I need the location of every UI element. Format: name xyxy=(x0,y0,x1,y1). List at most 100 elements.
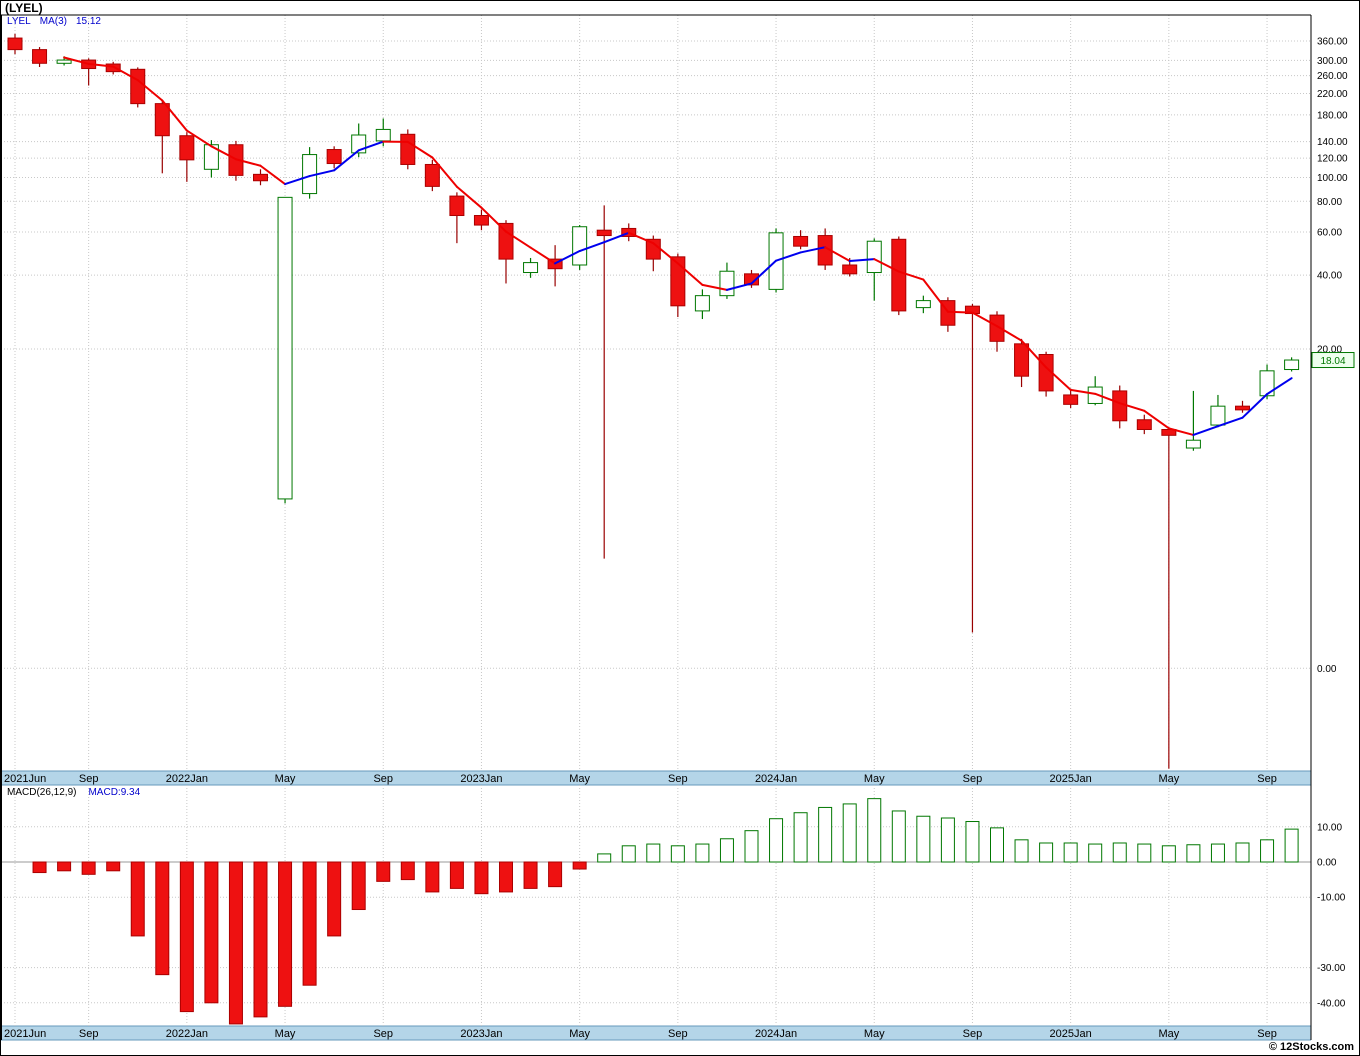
macd-bar xyxy=(940,817,955,863)
ma3-segment xyxy=(1069,388,1097,395)
ma3-segment xyxy=(676,262,704,286)
macd-bar xyxy=(1137,843,1152,863)
ma3-segment xyxy=(1167,427,1195,436)
macd-current-value: MACD:9.34 xyxy=(88,787,141,798)
date-axis-label: May xyxy=(569,1028,590,1040)
date-axis-label: Sep xyxy=(668,1028,688,1040)
candle-body xyxy=(326,149,342,165)
date-axis-label: Sep xyxy=(373,1028,393,1040)
ma3-segment xyxy=(1143,409,1170,430)
macd-bar xyxy=(1063,842,1078,863)
macd-params-label: MACD(26,12,9) xyxy=(7,787,77,798)
macd-bar xyxy=(793,812,808,863)
ma3-segment xyxy=(161,99,188,132)
candle-body xyxy=(1063,394,1079,405)
ma3-segment xyxy=(578,241,606,253)
macd-bar xyxy=(1112,842,1127,863)
macd-bar xyxy=(499,861,513,893)
ma3-segment xyxy=(406,140,434,159)
date-axis-label: May xyxy=(864,773,885,785)
candle-body xyxy=(1087,386,1103,404)
macd-axis-label: -10.00 xyxy=(1317,893,1346,904)
ma3-segment xyxy=(1118,402,1146,412)
macd-bar xyxy=(253,861,268,1018)
ma3-segment xyxy=(922,278,949,313)
candle-body xyxy=(1210,405,1226,426)
date-axis-label: May xyxy=(275,1028,296,1040)
ma3-segment xyxy=(505,230,532,249)
date-axis-label: 2025Jan xyxy=(1050,773,1092,785)
candle-body xyxy=(154,103,170,137)
legend-ma-value: 15.12 xyxy=(75,16,101,27)
axis-bands xyxy=(1,770,1311,1041)
ma3-segment xyxy=(210,145,237,161)
ma3-segment xyxy=(259,164,287,186)
date-axis-label: 2021Jun xyxy=(4,1028,46,1040)
macd-bar xyxy=(130,861,145,937)
price-axis-label: 180.00 xyxy=(1317,110,1348,121)
candle-body xyxy=(1235,405,1250,411)
price-axis-label: 360.00 xyxy=(1317,36,1348,47)
date-axis-label: 2022Jan xyxy=(166,1028,208,1040)
candle-body xyxy=(7,37,23,51)
macd-bar xyxy=(400,861,415,881)
macd-bar xyxy=(327,861,342,937)
candle-body xyxy=(424,163,440,187)
price-axis-label: 140.00 xyxy=(1317,137,1348,148)
candle-body xyxy=(842,264,858,275)
candle-body xyxy=(1284,359,1300,371)
candle-body xyxy=(866,240,882,274)
chart-title: (LYEL) xyxy=(5,1,43,15)
macd-bar xyxy=(474,861,489,895)
candle-body xyxy=(375,128,391,142)
date-axis-label: Sep xyxy=(79,773,99,785)
date-axis-label: Sep xyxy=(963,773,983,785)
ma3-segment xyxy=(455,185,483,209)
date-axis-label: 2023Jan xyxy=(460,773,502,785)
price-axis-label: 60.00 xyxy=(1317,227,1342,238)
price-axis-label: 40.00 xyxy=(1317,271,1342,282)
gridlines xyxy=(1,15,1311,1026)
macd-bar xyxy=(769,818,784,863)
date-axis-label: Sep xyxy=(1257,1028,1277,1040)
ma3-segment xyxy=(1045,366,1072,391)
candle-body xyxy=(1259,370,1275,397)
ma3-segment xyxy=(1020,339,1048,369)
legend-symbol: LYEL xyxy=(7,16,31,27)
macd-bar xyxy=(523,861,538,889)
plot-borders xyxy=(1,14,1312,1040)
date-axis-label: Sep xyxy=(963,1028,983,1040)
macd-axis-label: 0.00 xyxy=(1317,858,1337,869)
macd-bar xyxy=(867,798,882,863)
ma3-segment xyxy=(971,311,998,328)
macd-bar xyxy=(916,815,931,863)
candle-body xyxy=(203,144,219,170)
macd-bar xyxy=(597,853,612,863)
ma3-segment xyxy=(603,231,630,244)
date-axis-label: Sep xyxy=(1257,773,1277,785)
macd-bar xyxy=(670,845,685,863)
price-axis-label: 120.00 xyxy=(1317,154,1348,165)
macd-bar xyxy=(572,861,587,870)
ma3-segment xyxy=(87,62,115,68)
macd-bar xyxy=(32,861,47,874)
ma3-segment xyxy=(824,246,851,263)
macd-bar xyxy=(621,845,636,863)
candle-body xyxy=(793,235,809,247)
ma3-line xyxy=(63,56,1293,436)
macd-bar xyxy=(965,821,980,863)
candle-body xyxy=(449,195,465,217)
macd-axis-label: -30.00 xyxy=(1317,963,1346,974)
ma3-segment xyxy=(897,270,925,281)
price-axis-label: 20.00 xyxy=(1317,345,1342,356)
candle-body xyxy=(1136,419,1152,430)
ma3-segment xyxy=(431,156,458,188)
ma3-segment xyxy=(750,259,778,285)
macd-bar xyxy=(1186,844,1201,863)
ma3-segment xyxy=(1266,377,1293,396)
date-band xyxy=(1,771,1311,785)
date-axis-label: May xyxy=(864,1028,885,1040)
macd-bar xyxy=(351,861,366,911)
date-axis-label: 2021Jun xyxy=(4,773,46,785)
